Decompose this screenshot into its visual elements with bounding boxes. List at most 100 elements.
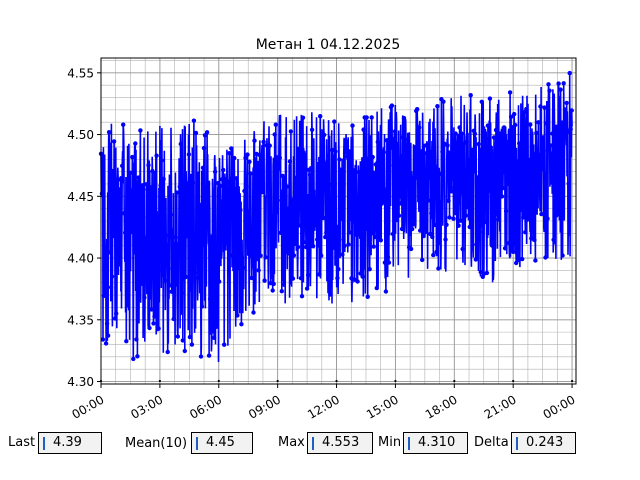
data-point [538,104,543,109]
data-point [267,143,272,148]
data-point [266,155,271,160]
data-point [191,118,197,123]
data-point [444,222,449,227]
data-point [149,307,154,312]
plot-frame [100,57,577,385]
data-point [99,191,105,196]
data-point [111,139,117,144]
data-point [138,128,143,133]
data-point [131,356,136,362]
data-point [385,255,391,260]
data-point [273,122,278,127]
data-point [535,156,540,162]
y-tick-label: 4.55 [67,66,94,80]
data-point [271,281,276,287]
data-point [386,260,392,265]
data-point [233,186,238,192]
data-point [432,222,437,228]
x-tick-label: 00:00 [70,392,107,421]
data-point [300,115,306,120]
data-point [173,235,178,240]
data-point [309,127,315,132]
data-point [241,265,246,270]
stat-box-delta: 0.243 [511,432,576,454]
data-point [423,205,428,210]
x-tick-dot [453,379,456,383]
data-point [397,181,403,186]
data-point [193,130,199,136]
data-point [139,192,144,197]
data-point [128,170,133,175]
data-point [255,192,260,197]
data-point [470,242,475,247]
data-point [183,274,189,280]
data-point [186,152,192,157]
data-point [231,212,236,217]
data-point [167,283,172,288]
data-point [259,153,264,158]
data-point [559,132,564,137]
data-point [242,188,247,194]
data-point [136,175,141,180]
data-point [543,255,548,260]
data-point [194,237,200,242]
data-point [317,272,322,277]
data-point [475,223,480,228]
data-point [360,274,365,279]
data-point [314,196,319,201]
data-point [569,108,574,113]
data-point [465,205,470,210]
data-point [445,143,450,148]
data-point [228,177,233,183]
data-point [515,159,520,164]
cursor-mark [43,437,45,450]
data-point [549,171,554,176]
data-point [335,276,340,281]
data-point [301,240,307,245]
data-point [239,322,244,327]
data-point [270,288,275,293]
data-point [410,222,416,227]
data-point [550,131,555,136]
data-point [281,282,286,287]
data-point [436,266,441,271]
data-point [424,151,429,156]
data-point [516,257,521,263]
data-point [142,295,147,300]
data-point [338,167,343,172]
data-point [124,339,129,344]
data-point [182,348,187,354]
data-point [479,99,484,105]
data-point [458,218,463,223]
data-point [366,156,371,161]
x-tick-dot [570,379,574,383]
stat-label-min: Min [378,435,402,450]
data-point [505,181,511,186]
y-tick-label: 4.35 [67,313,94,327]
data-point [413,175,418,180]
data-point [367,267,372,272]
data-point [356,169,361,175]
data-point [503,208,509,214]
data-point [276,161,281,166]
data-point [318,114,323,119]
data-point [454,171,459,177]
data-point [240,278,245,283]
stat-box-max: 4.553 [307,432,373,454]
data-point [457,125,462,130]
data-point [546,82,551,87]
data-point [347,230,352,235]
data-point [285,210,291,216]
data-point [497,131,503,136]
data-point [161,176,166,182]
data-point [129,204,134,209]
data-point [469,152,474,157]
data-point [172,281,177,287]
data-point [446,198,451,203]
data-point [214,282,219,287]
data-point [350,123,355,128]
data-point [126,286,131,292]
x-tick-label: 06:00 [187,392,224,421]
data-point [512,111,517,117]
